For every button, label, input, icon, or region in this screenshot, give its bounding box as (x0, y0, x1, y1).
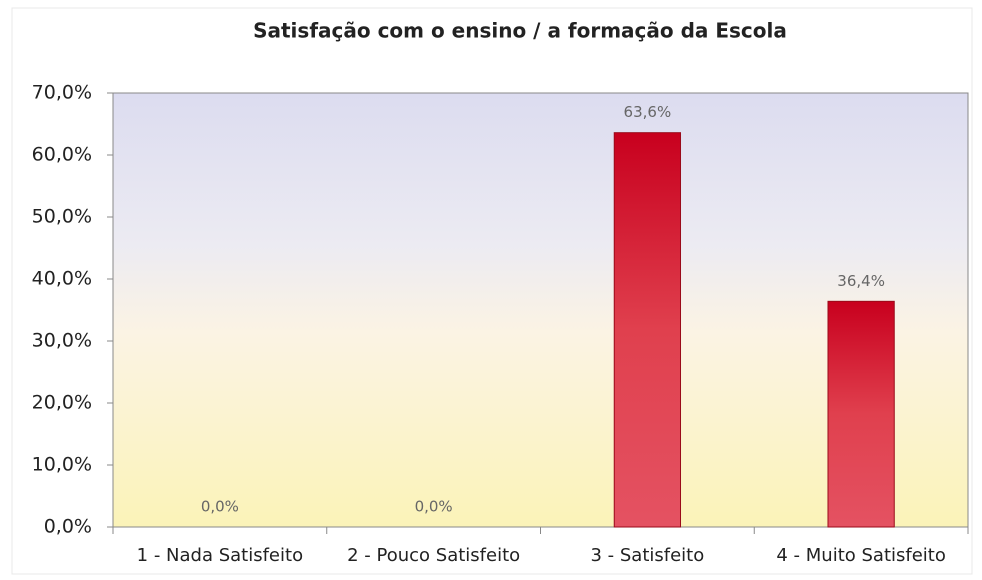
y-tick-label: 20,0% (32, 392, 92, 414)
y-tick-label: 60,0% (32, 144, 92, 166)
x-tick-label: 1 - Nada Satisfeito (137, 545, 303, 566)
x-tick-label: 2 - Pouco Satisfeito (347, 545, 520, 566)
y-tick-label: 0,0% (44, 516, 92, 538)
value-label: 0,0% (201, 498, 239, 516)
y-tick-label: 70,0% (32, 82, 92, 104)
y-tick-label: 30,0% (32, 330, 92, 352)
bar (613, 132, 682, 528)
x-tick-label: 3 - Satisfeito (590, 545, 704, 566)
value-label: 0,0% (415, 498, 453, 516)
y-tick-label: 50,0% (32, 206, 92, 228)
y-tick-label: 40,0% (32, 268, 92, 290)
bar (827, 300, 895, 528)
value-label: 36,4% (837, 272, 885, 290)
x-tick-label: 4 - Muito Satisfeito (776, 545, 946, 566)
y-tick-label: 10,0% (32, 454, 92, 476)
value-label: 63,6% (624, 103, 672, 121)
plot-area (112, 92, 969, 528)
chart-title: Satisfação com o ensino / a formação da … (253, 19, 787, 43)
